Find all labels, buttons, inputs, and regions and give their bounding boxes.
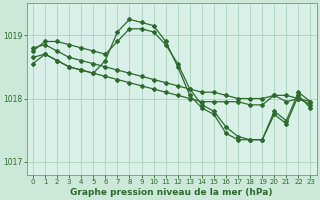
X-axis label: Graphe pression niveau de la mer (hPa): Graphe pression niveau de la mer (hPa) <box>70 188 273 197</box>
